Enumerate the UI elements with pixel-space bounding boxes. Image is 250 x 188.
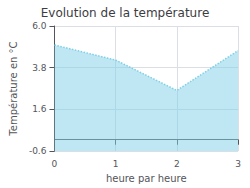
svg-text:heure par heure: heure par heure xyxy=(106,173,187,184)
svg-text:Température en °C: Température en °C xyxy=(8,41,19,136)
svg-text:0: 0 xyxy=(52,159,58,169)
svg-text:Evolution de la température: Evolution de la température xyxy=(41,6,210,20)
svg-text:-0.6: -0.6 xyxy=(29,146,47,156)
svg-text:3: 3 xyxy=(235,159,241,169)
svg-text:3.8: 3.8 xyxy=(32,63,47,73)
svg-text:1: 1 xyxy=(113,159,119,169)
svg-text:6.0: 6.0 xyxy=(32,21,47,31)
svg-text:1.6: 1.6 xyxy=(32,104,47,114)
svg-text:2: 2 xyxy=(174,159,180,169)
